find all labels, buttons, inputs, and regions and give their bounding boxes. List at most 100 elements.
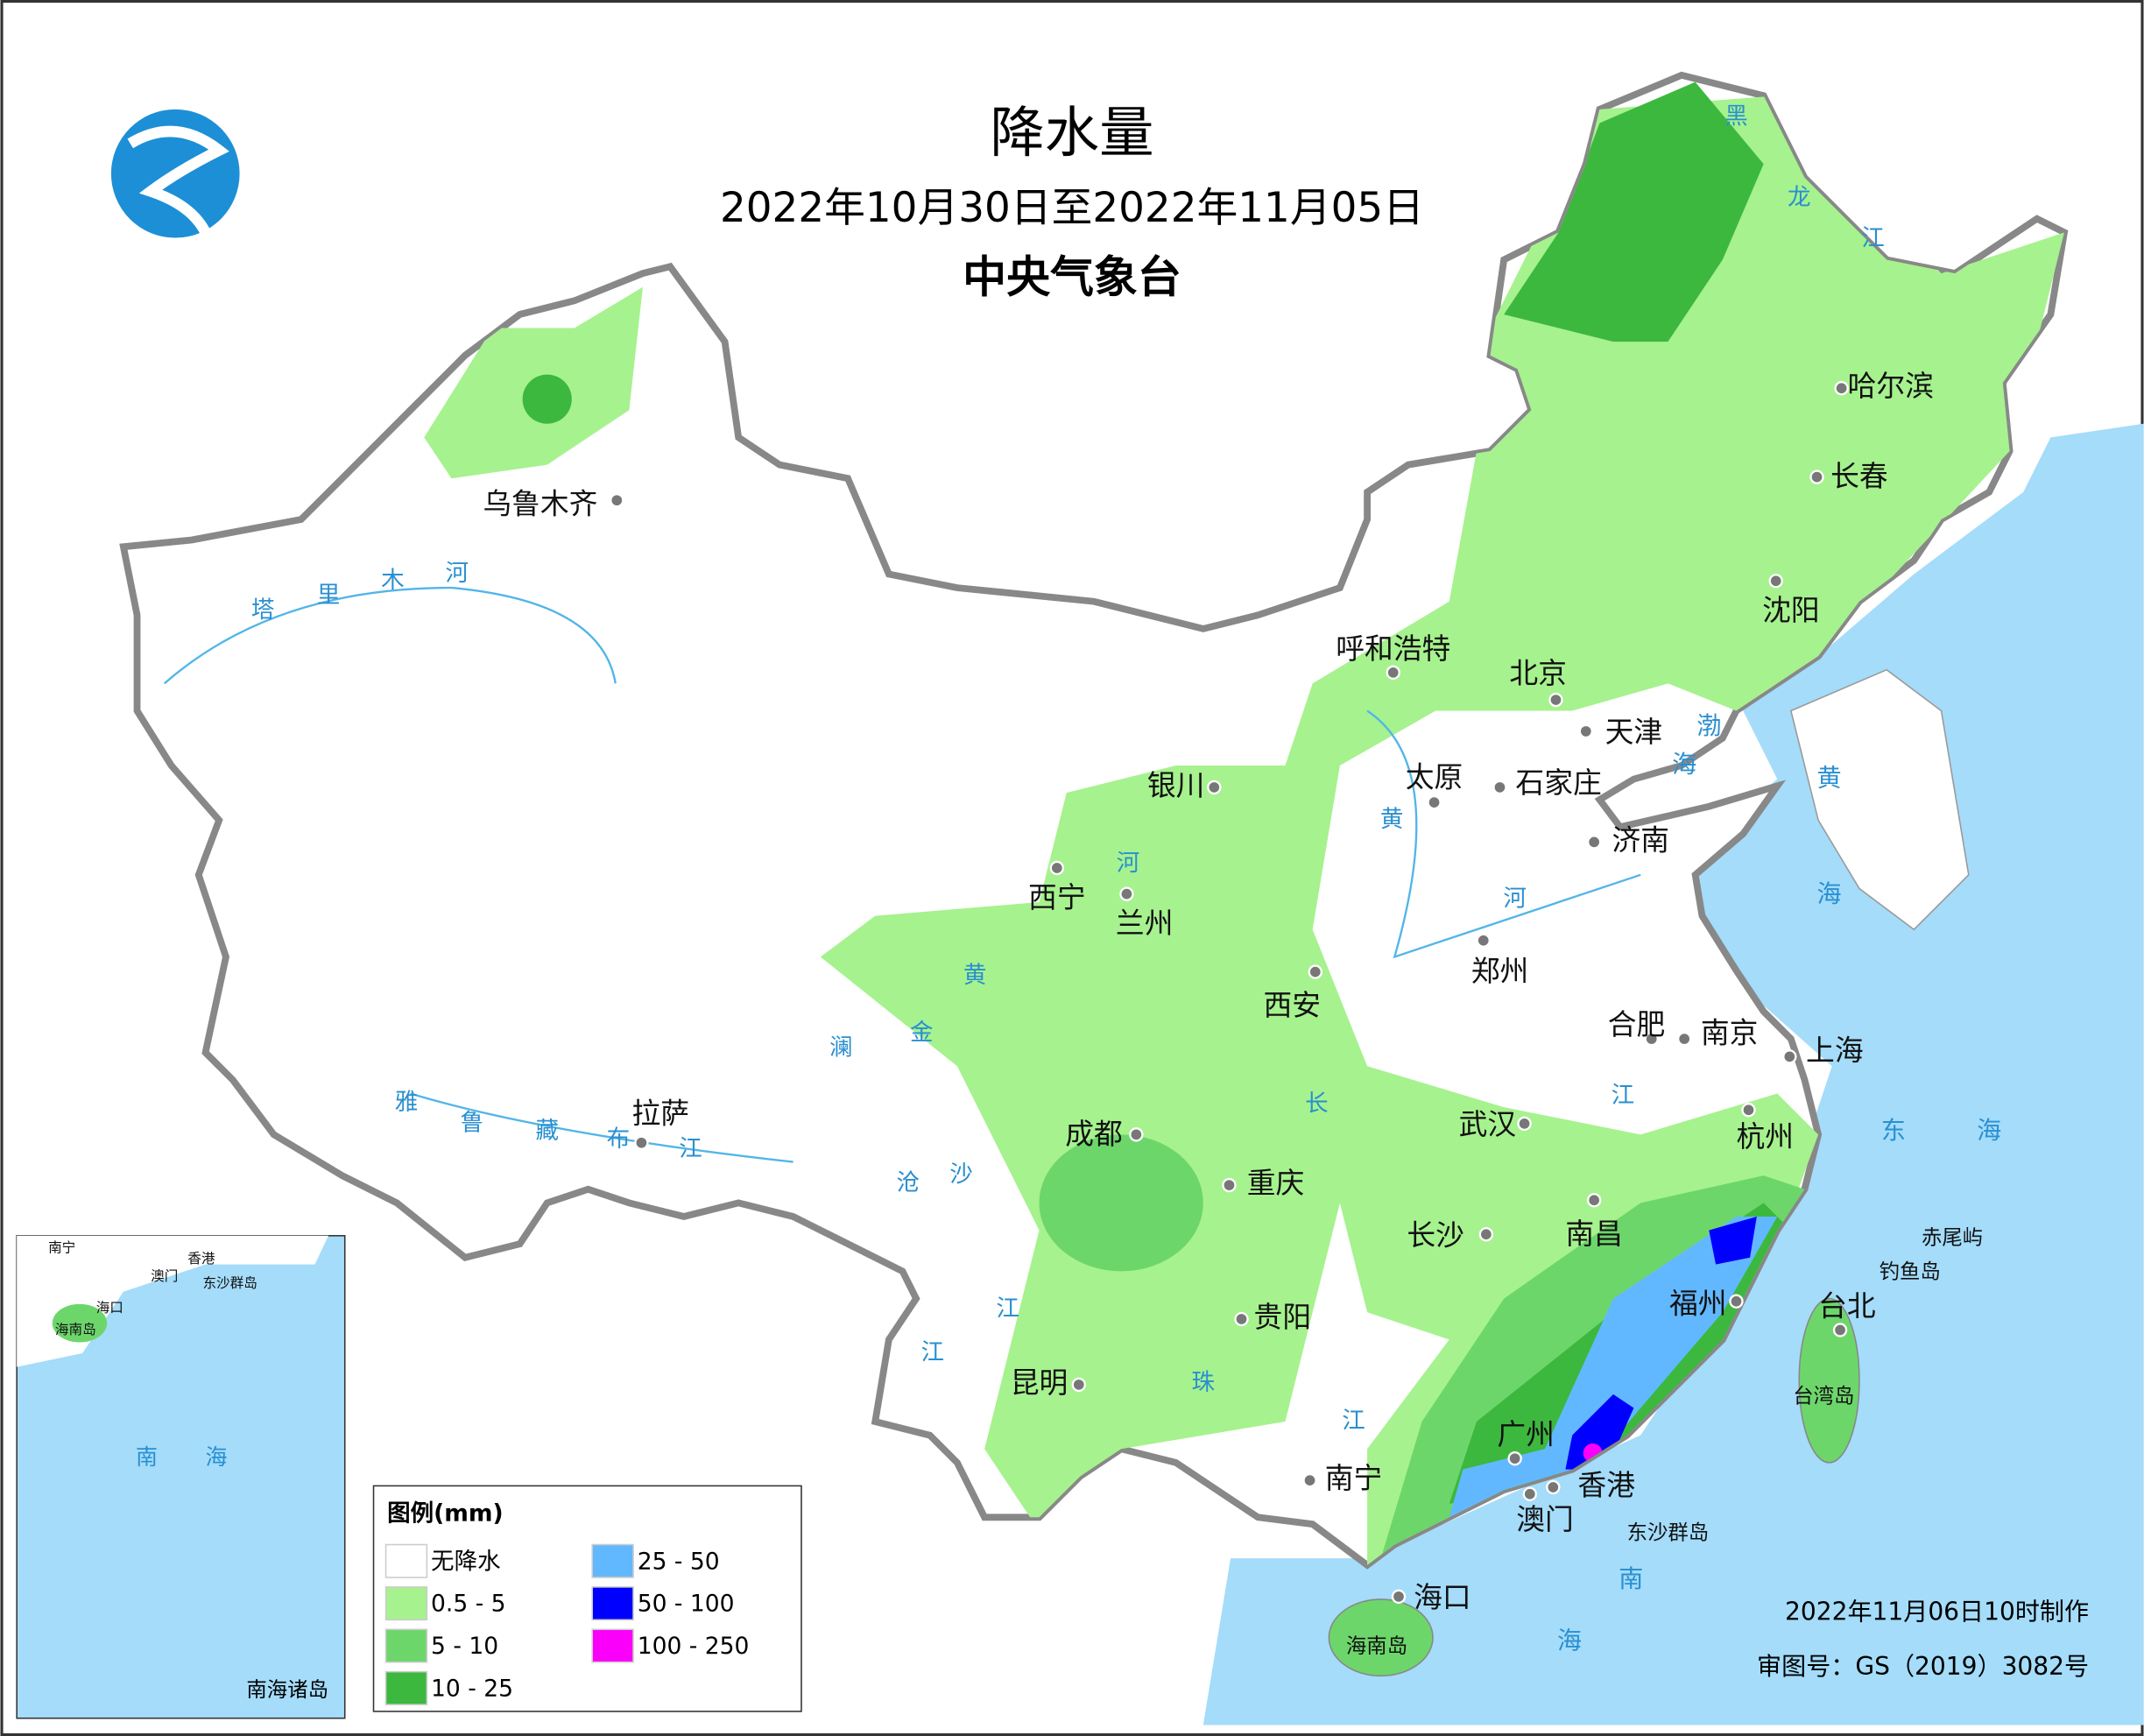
sea-label: 南 [1619,1564,1643,1593]
legend-label: 25 - 50 [638,1548,720,1575]
city-label: 上海 [1806,1034,1864,1068]
legend-box [372,1485,802,1712]
city-label: 重庆 [1247,1167,1305,1200]
city-label: 福州 [1669,1287,1727,1320]
city-dot [1782,1049,1797,1064]
river-label: 黄 [963,962,987,989]
city-label: 南京 [1701,1016,1759,1049]
city-dot [1548,692,1563,708]
city-label: 成都 [1065,1118,1123,1151]
legend-title: 图例(mm) [387,1500,504,1528]
logo-mark [127,125,229,236]
city-dot [1586,835,1602,850]
inset-label: 香港 [187,1251,215,1267]
made-date: 2022年11月06日10时制作 [1785,1598,2089,1627]
precip-torrential [1565,1216,1757,1470]
river-label: 江 [679,1135,702,1162]
river-label: 江 [996,1295,1019,1323]
city-dot [1234,1311,1249,1327]
river-label: 金 [910,1019,934,1046]
river-label: 黑 [1724,103,1748,131]
subtitle: 2022年10月30日至2022年11月05日 [720,185,1424,232]
city-dot [1832,1323,1848,1337]
city-label: 西安 [1263,989,1321,1022]
city-dot [1119,886,1134,901]
river-label: 龙 [1788,184,1811,211]
river-label: 河 [445,560,469,587]
city-dot [1578,723,1593,739]
inset-title: 南海诸岛 [246,1677,328,1702]
city-label: 郑州 [1471,955,1529,988]
city-dot [1071,1377,1086,1393]
city-dot [1809,469,1824,484]
sea-label: 海 [1817,879,1842,908]
city-label: 兰州 [1116,907,1174,941]
city-dot [1308,964,1322,979]
legend-label: 100 - 250 [638,1633,750,1660]
issuer: 中央气象台 [963,251,1181,302]
city-dot [1427,794,1442,810]
city-label: 南昌 [1565,1217,1623,1251]
rivers [163,586,1641,1163]
city-label: 银川 [1147,769,1205,802]
city-label: 哈尔滨 [1848,370,1934,403]
hainan [1328,1598,1434,1677]
legend-swatch [591,1543,634,1578]
city-label: 海口 [1414,1581,1471,1614]
city-dot [1492,780,1507,795]
city-label: 澳门 [1516,1503,1574,1536]
city-label: 拉萨 [631,1097,689,1130]
city-dot [610,492,624,508]
inset-label: 海 [206,1444,228,1470]
inset-label: 南 [136,1444,158,1470]
sea-label: 渤 [1696,711,1721,740]
city-label: 济南 [1612,823,1669,857]
river-label: 河 [1503,885,1527,912]
precip-fields [424,81,2065,1565]
river-label: 澜 [829,1034,853,1062]
precip-heavy [1504,81,1764,342]
city-label: 杭州 [1736,1120,1794,1154]
city-label: 广州 [1497,1418,1555,1451]
precip-heavy [522,374,572,424]
city-dot [1207,780,1222,795]
sea-label: 海 [1672,750,1696,779]
sea-label: 黄 [1817,764,1842,793]
inset-label: 南宁 [48,1239,75,1255]
river-label: 木 [381,567,405,594]
inset-label: 澳门 [151,1268,178,1284]
city-label: 贵阳 [1254,1301,1312,1334]
river-label: 江 [1861,225,1885,252]
city-label: 石家庄 [1515,766,1601,800]
river-label: 江 [1342,1408,1365,1435]
city-label: 昆明 [1011,1366,1068,1400]
city-dot [1507,1450,1522,1466]
city-dot [1222,1177,1237,1193]
legend-swatch [384,1628,428,1663]
city-dot [1676,1031,1692,1047]
river-label: 沙 [949,1161,973,1189]
city-label: 长沙 [1407,1218,1464,1252]
city-label: 香港 [1577,1469,1635,1502]
city-dot [634,1135,649,1150]
river-label: 塔 [251,596,275,624]
city-dot [1517,1116,1532,1132]
city-dot [1302,1472,1317,1488]
city-label: 西宁 [1028,881,1086,914]
legend-swatch [591,1586,634,1621]
city-label: 北京 [1509,657,1567,690]
city-dot [1522,1486,1538,1501]
city-dot [1478,1227,1494,1242]
city-label: 天津 [1605,716,1663,749]
city-dot [1546,1479,1561,1495]
legend-swatch [591,1628,634,1663]
inset-label: 东沙群岛 [202,1275,257,1291]
city-dot [1644,1031,1659,1047]
approval-number: 审图号：GS（2019）3082号 [1757,1652,2089,1681]
river-label: 藏 [535,1118,559,1145]
river-label: 黄 [1380,806,1404,833]
island-label: 赤尾屿 [1922,1224,1983,1249]
city-dot [1586,1193,1602,1208]
sea-label: 海 [1977,1116,2001,1145]
